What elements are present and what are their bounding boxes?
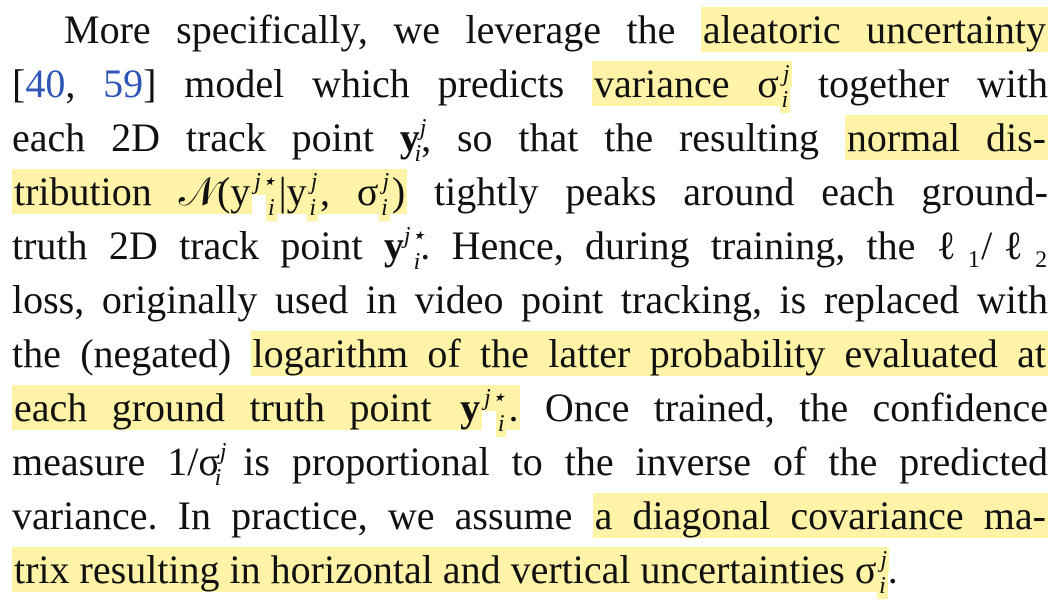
text-segment: More specifically, we leverage the [64, 7, 701, 52]
highlighted-text: a diagonal covariance ma- [592, 493, 1048, 538]
highlighted-text: y [458, 385, 483, 430]
text-line: the (negated) logarithm of the latter pr… [12, 328, 1048, 380]
superscript: j [419, 115, 427, 141]
text-segment: . [887, 547, 898, 592]
highlighted-text: variance σ [592, 61, 781, 106]
highlighted-text: aleatoric uncertainty [700, 7, 1048, 52]
subscript: i [266, 195, 277, 221]
highlighted-text: , σ [318, 169, 381, 214]
highlighted-text: trix resulting in horizontal and vertica… [12, 547, 879, 592]
text-segment: measure 1/σ [12, 439, 220, 484]
highlighted-text: ) [389, 169, 408, 214]
superscript: j [380, 169, 392, 195]
superscript: j⋆ [252, 169, 278, 195]
text-segment: is proportional to the inverse of the pr… [221, 439, 1048, 484]
text-line: truth 2D track point yj⋆i. Hence, during… [12, 220, 1049, 275]
text-segment: together with [790, 61, 1048, 106]
text-segment: . Hence, during training, the ℓ₁/ℓ₂ [420, 223, 1049, 268]
superscript: j⋆ [482, 385, 508, 411]
subscript: i [413, 249, 421, 275]
highlighted-text: . [506, 385, 521, 430]
highlighted-text: normal dis- [844, 115, 1048, 160]
text-segment: ] model which predicts [143, 61, 593, 106]
subscript: i [414, 141, 422, 167]
text-segment: loss, originally used in video point tra… [12, 277, 1048, 322]
superscript: j [780, 61, 792, 87]
superscript: j [219, 439, 227, 465]
text-segment: , [65, 61, 104, 106]
text-segment: tightly peaks around each ground- [407, 169, 1048, 214]
highlighted-text: each ground truth point [12, 385, 459, 430]
subscript: i [379, 195, 390, 221]
text-segment: y [399, 115, 420, 160]
subscript: i [307, 195, 319, 221]
text-line: loss, originally used in video point tra… [12, 274, 1048, 326]
text-segment: the (negated) [12, 331, 251, 376]
text-segment: truth 2D track point [12, 223, 384, 268]
text-segment: variance. In practice, we assume [12, 493, 593, 538]
text-line: [40, 59] model which predicts variance σ… [12, 58, 1048, 113]
text-segment: each 2D track point [12, 115, 400, 160]
citation-link[interactable]: 59 [103, 61, 144, 106]
text-line: variance. In practice, we assume a diago… [12, 490, 1048, 542]
highlighted-text: |y [276, 169, 309, 214]
subscript: i [495, 411, 507, 437]
text-segment: Once trained, the confidence [520, 385, 1048, 430]
subscript: i [877, 573, 888, 599]
subscript: i [214, 465, 222, 491]
superscript: j⋆ [403, 223, 426, 249]
text-line: trix resulting in horizontal and vertica… [12, 544, 1048, 599]
text-line: tribution 𝒩(y j⋆i |y ji, σ ji) tightly peaks… [12, 166, 1048, 221]
text-line: each 2D track point yji, so that the res… [12, 112, 1048, 167]
text-segment: y [383, 223, 404, 268]
highlighted-text: tribution 𝒩(y [12, 169, 253, 214]
text-segment: [ [12, 61, 26, 106]
citation-link[interactable]: 40 [25, 61, 66, 106]
superscript: j [878, 547, 890, 573]
text-line: More specifically, we leverage the aleat… [12, 4, 1048, 56]
text-line: each ground truth point y j⋆i. Once train… [12, 382, 1048, 437]
text-line: measure 1/σji is proportional to the inv… [12, 436, 1048, 491]
highlighted-text: logarithm of the latter probability eval… [250, 331, 1048, 376]
text-segment: , so that the resulting [421, 115, 845, 160]
subscript: i [779, 87, 791, 113]
superscript: j [308, 169, 320, 195]
